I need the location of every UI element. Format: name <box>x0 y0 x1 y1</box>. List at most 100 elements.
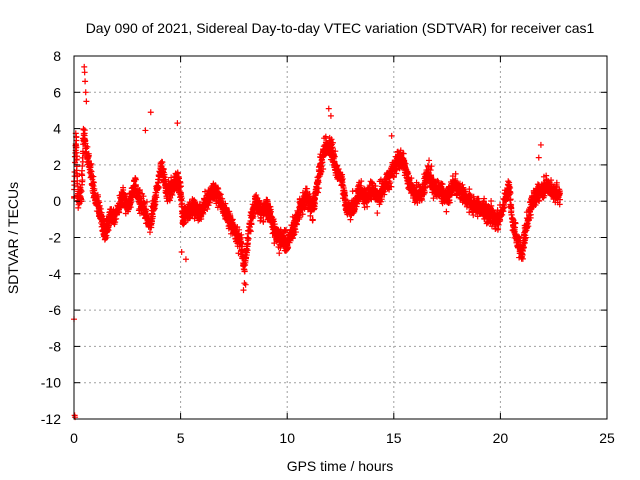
data-point <box>532 202 539 209</box>
data-point <box>306 190 313 197</box>
data-point <box>236 226 243 233</box>
data-point <box>82 78 89 85</box>
x-tick-label: 15 <box>386 430 402 446</box>
x-tick-label: 10 <box>279 430 295 446</box>
data-point <box>149 213 156 220</box>
data-point <box>412 186 419 193</box>
x-tick-label: 20 <box>493 430 509 446</box>
data-point <box>402 160 409 167</box>
axis-ticks <box>73 55 608 420</box>
data-point <box>222 200 229 207</box>
data-point <box>81 69 88 76</box>
data-point <box>328 136 335 143</box>
data-point <box>309 217 316 224</box>
data-point <box>82 89 89 96</box>
data-point <box>400 150 407 157</box>
data-point <box>83 98 90 105</box>
data-point <box>364 203 371 210</box>
data-point <box>408 175 415 182</box>
data-point <box>443 208 450 215</box>
y-tick-label: 6 <box>53 84 61 100</box>
data-point <box>182 256 189 263</box>
data-point <box>140 193 147 200</box>
data-point <box>245 235 252 242</box>
data-point <box>242 281 249 288</box>
y-tick-label: 8 <box>53 48 61 64</box>
y-tick-label: -8 <box>49 338 62 354</box>
data-point <box>277 245 284 252</box>
y-tick-label: -12 <box>41 411 61 427</box>
data-point <box>470 193 477 200</box>
x-tick-label: 0 <box>70 430 78 446</box>
data-point <box>258 214 265 221</box>
data-point <box>143 198 150 205</box>
data-point <box>303 185 310 192</box>
data-point <box>292 229 299 236</box>
data-point <box>127 204 134 211</box>
data-point <box>452 170 459 177</box>
data-point <box>339 175 346 182</box>
data-point <box>434 177 441 184</box>
y-tick-label: 2 <box>53 157 61 173</box>
data-point <box>81 127 88 134</box>
data-point <box>315 189 322 196</box>
data-point <box>351 208 358 215</box>
chart-title: Day 090 of 2021, Sidereal Day-to-day VTE… <box>86 20 595 36</box>
data-point <box>74 177 81 184</box>
data-point <box>331 153 338 160</box>
data-point <box>507 196 514 203</box>
data-point <box>537 141 544 148</box>
data-point <box>215 185 222 192</box>
data-point <box>276 250 283 257</box>
data-point <box>535 154 542 161</box>
y-tick-label: -6 <box>49 302 62 318</box>
data-point <box>481 195 488 202</box>
data-point <box>428 163 435 170</box>
data-point <box>282 228 289 235</box>
data-point <box>105 227 112 234</box>
data-point <box>90 173 97 180</box>
x-tick-label: 5 <box>177 430 185 446</box>
data-point <box>512 220 519 227</box>
data-point <box>89 176 96 183</box>
data-point <box>378 196 385 203</box>
data-point <box>269 217 276 224</box>
data-point <box>240 287 247 294</box>
data-point <box>374 210 381 217</box>
data-point <box>247 228 254 235</box>
data-point <box>488 198 495 205</box>
data-point <box>132 176 139 183</box>
data-point <box>422 184 429 191</box>
data-point <box>325 105 332 112</box>
y-tick-label: -10 <box>41 375 61 391</box>
data-point <box>166 196 173 203</box>
data-point <box>219 195 226 202</box>
data-point <box>174 120 181 127</box>
data-point <box>238 239 245 246</box>
data-point <box>260 218 267 225</box>
data-points <box>71 63 564 421</box>
data-point <box>244 247 251 254</box>
data-point <box>74 153 81 160</box>
data-point <box>241 268 248 275</box>
data-point <box>238 234 245 241</box>
data-point <box>372 182 379 189</box>
data-point <box>522 234 529 241</box>
data-point <box>177 183 184 190</box>
data-point <box>322 133 329 140</box>
data-point <box>88 160 95 167</box>
data-point <box>94 193 101 200</box>
data-point <box>73 167 80 174</box>
data-point <box>217 191 224 198</box>
data-point <box>79 177 86 184</box>
data-point <box>501 204 508 211</box>
data-point <box>84 143 91 150</box>
data-point <box>548 177 555 184</box>
data-point <box>147 109 154 116</box>
data-point <box>327 112 334 119</box>
data-point <box>470 212 477 219</box>
data-point <box>299 211 306 218</box>
data-point <box>155 184 162 191</box>
data-point <box>143 210 150 217</box>
data-point <box>153 194 160 201</box>
